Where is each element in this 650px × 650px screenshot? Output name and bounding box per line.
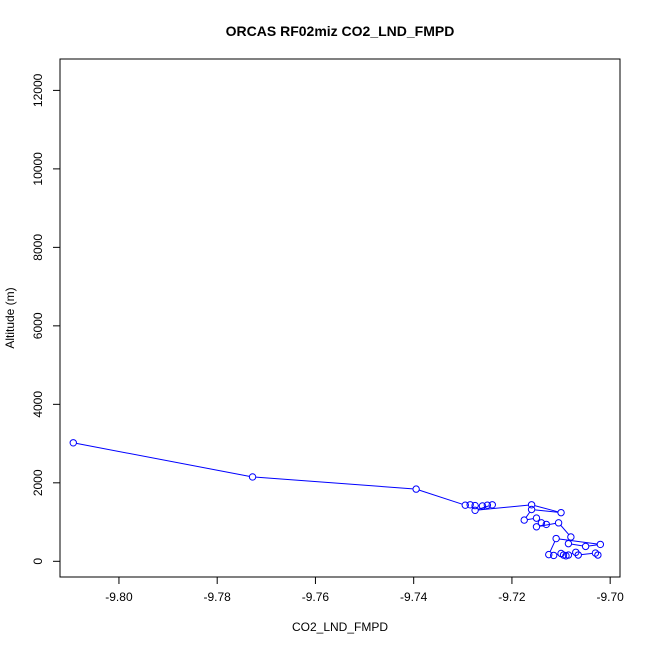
- data-point: [466, 501, 474, 509]
- data-point: [581, 542, 590, 551]
- plot-frame: [59, 58, 621, 578]
- x-tick-label: -9.76: [302, 590, 330, 604]
- data-point: [567, 533, 575, 541]
- data-point: [554, 519, 563, 527]
- series-line-segment: [527, 518, 534, 521]
- data-point: [69, 439, 77, 447]
- series-layer: [69, 439, 605, 560]
- data-point: [488, 501, 496, 509]
- data-point: [537, 519, 546, 527]
- data-point: [557, 508, 565, 517]
- x-tick-label: -9.78: [204, 590, 232, 604]
- data-point: [527, 505, 536, 514]
- data-point: [471, 501, 479, 510]
- data-point: [591, 549, 600, 557]
- series-line-segment: [478, 504, 529, 511]
- series-line-segment: [76, 442, 250, 477]
- data-point: [574, 551, 582, 559]
- data-point: [248, 473, 257, 481]
- y-axis-label: Altitude (m): [3, 287, 17, 348]
- series-line-segment: [534, 505, 559, 513]
- data-point: [520, 516, 528, 524]
- series-line-segment: [525, 511, 531, 518]
- data-point: [564, 539, 573, 548]
- series-line-segment: [560, 524, 570, 535]
- y-tick-label: 10000: [31, 152, 45, 186]
- y-axis: 0 2000 4000 6000 8000 10000 12000: [31, 73, 61, 565]
- data-point: [471, 506, 479, 514]
- data-point: [461, 501, 469, 509]
- data-point: [545, 550, 553, 559]
- data-point: [596, 540, 605, 549]
- series-line-segment: [549, 541, 556, 552]
- x-tick-label: -9.80: [105, 590, 133, 604]
- series-line-segment: [588, 544, 598, 547]
- data-point: [552, 534, 560, 543]
- series-line-segment: [559, 538, 598, 545]
- x-tick-label: -9.72: [498, 590, 526, 604]
- x-axis-label: CO2_LND_FMPD: [292, 620, 388, 634]
- data-point: [478, 502, 487, 510]
- y-tick-label: 2000: [31, 469, 45, 496]
- y-tick-label: 8000: [31, 234, 45, 261]
- data-point: [532, 514, 541, 522]
- x-tick-label: -9.70: [596, 590, 624, 604]
- data-point: [412, 485, 420, 493]
- y-tick-label: 0: [31, 558, 45, 565]
- data-point: [483, 501, 492, 509]
- series-line-segment: [534, 509, 558, 513]
- y-tick-label: 12000: [31, 73, 45, 107]
- x-tick-label: -9.74: [400, 590, 428, 604]
- series-line-segment: [571, 543, 583, 547]
- x-axis: -9.80 -9.78 -9.76 -9.74 -9.72 -9.70: [105, 576, 624, 604]
- data-point: [564, 551, 573, 559]
- series-line-segment: [419, 489, 463, 505]
- data-point: [527, 501, 536, 509]
- data-point: [549, 551, 558, 560]
- series-line-segment: [255, 476, 413, 490]
- y-tick-label: 6000: [31, 312, 45, 339]
- data-point: [594, 551, 602, 559]
- data-point: [532, 523, 541, 531]
- series-line-segment: [581, 552, 593, 556]
- data-point: [542, 520, 551, 529]
- y-tick-label: 4000: [31, 391, 45, 418]
- chart-title: ORCAS RF02miz CO2_LND_FMPD: [226, 23, 455, 39]
